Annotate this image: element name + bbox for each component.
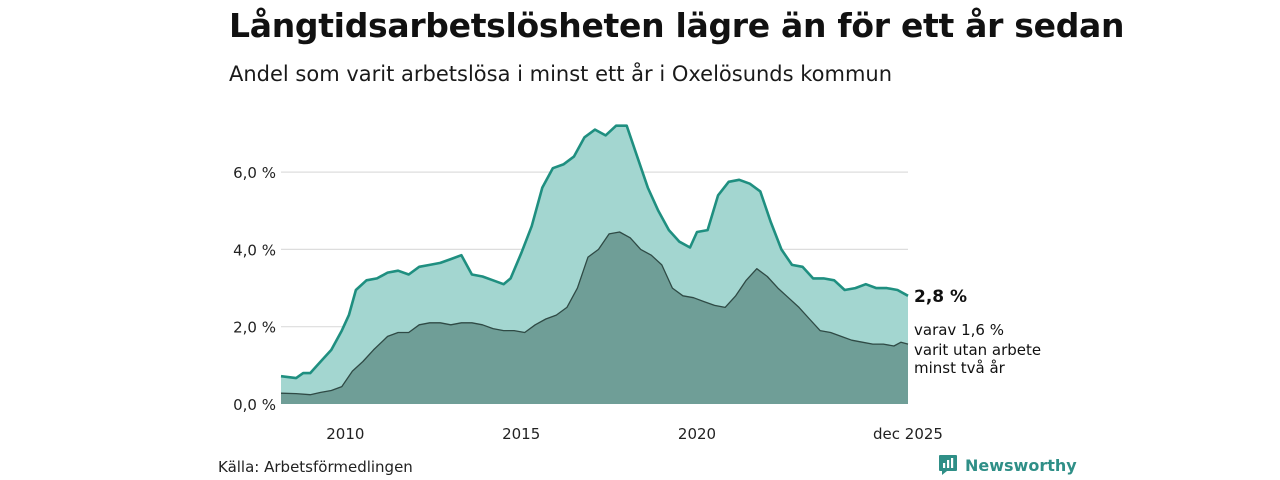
x-axis-ticks: 2010 2015 2020 dec 2025 (326, 425, 943, 443)
y-tick-label: 2,0 % (233, 319, 276, 337)
y-axis-ticks: 0,0 % 2,0 % 4,0 % 6,0 % (233, 164, 276, 414)
newsworthy-icon (939, 455, 957, 475)
x-tick-label: 2010 (326, 425, 364, 443)
brand-name: Newsworthy (965, 455, 1077, 475)
brand-logo: Newsworthy (938, 454, 1077, 476)
y-tick-label: 4,0 % (233, 241, 276, 259)
y-tick-label: 0,0 % (233, 396, 276, 414)
source-label: Källa: Arbetsförmedlingen (218, 458, 413, 476)
y-tick-label: 6,0 % (233, 164, 276, 182)
x-tick-label: 2020 (678, 425, 716, 443)
end-note-line-3: minst två år (914, 359, 1006, 377)
end-note-line-2: varit utan arbete (914, 341, 1041, 359)
line-long-term (280, 124, 909, 380)
line-very-long-term (280, 231, 909, 396)
end-value-label: 2,8 % (914, 287, 967, 307)
chart-title: Långtidsarbetslösheten lägre än för ett … (229, 6, 1125, 45)
x-tick-label: 2015 (502, 425, 540, 443)
x-tick-label: dec 2025 (873, 425, 943, 443)
chart-subtitle: Andel som varit arbetslösa i minst ett å… (229, 62, 893, 86)
end-note-line-1: varav 1,6 % (914, 321, 1004, 339)
